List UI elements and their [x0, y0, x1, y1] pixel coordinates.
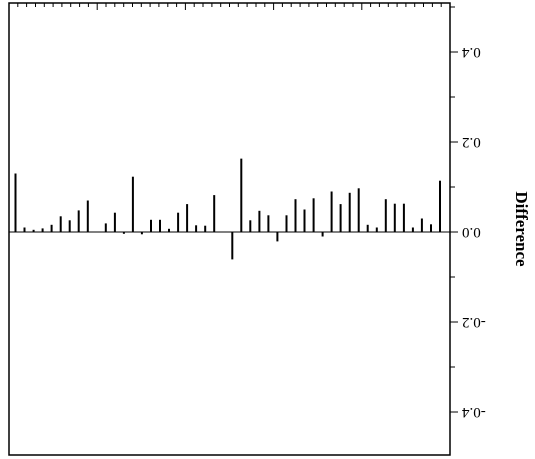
top-axis-ticks: [8, 3, 451, 10]
plot-area: -0.4 -0.2 0.0 0.2 0.4: [8, 2, 486, 456]
y-axis: -0.4 -0.2 0.0 0.2 0.4: [450, 6, 486, 420]
y-tick-label: 0.4: [462, 44, 481, 60]
y-axis-label: Difference: [512, 191, 531, 267]
bars-group: [14, 158, 441, 260]
y-tick-label: -0.4: [462, 404, 486, 420]
y-tick-label: 0.0: [462, 224, 481, 240]
plot-frame: [8, 2, 451, 456]
y-tick-label: -0.2: [462, 314, 486, 330]
y-tick-label: 0.2: [462, 134, 481, 150]
